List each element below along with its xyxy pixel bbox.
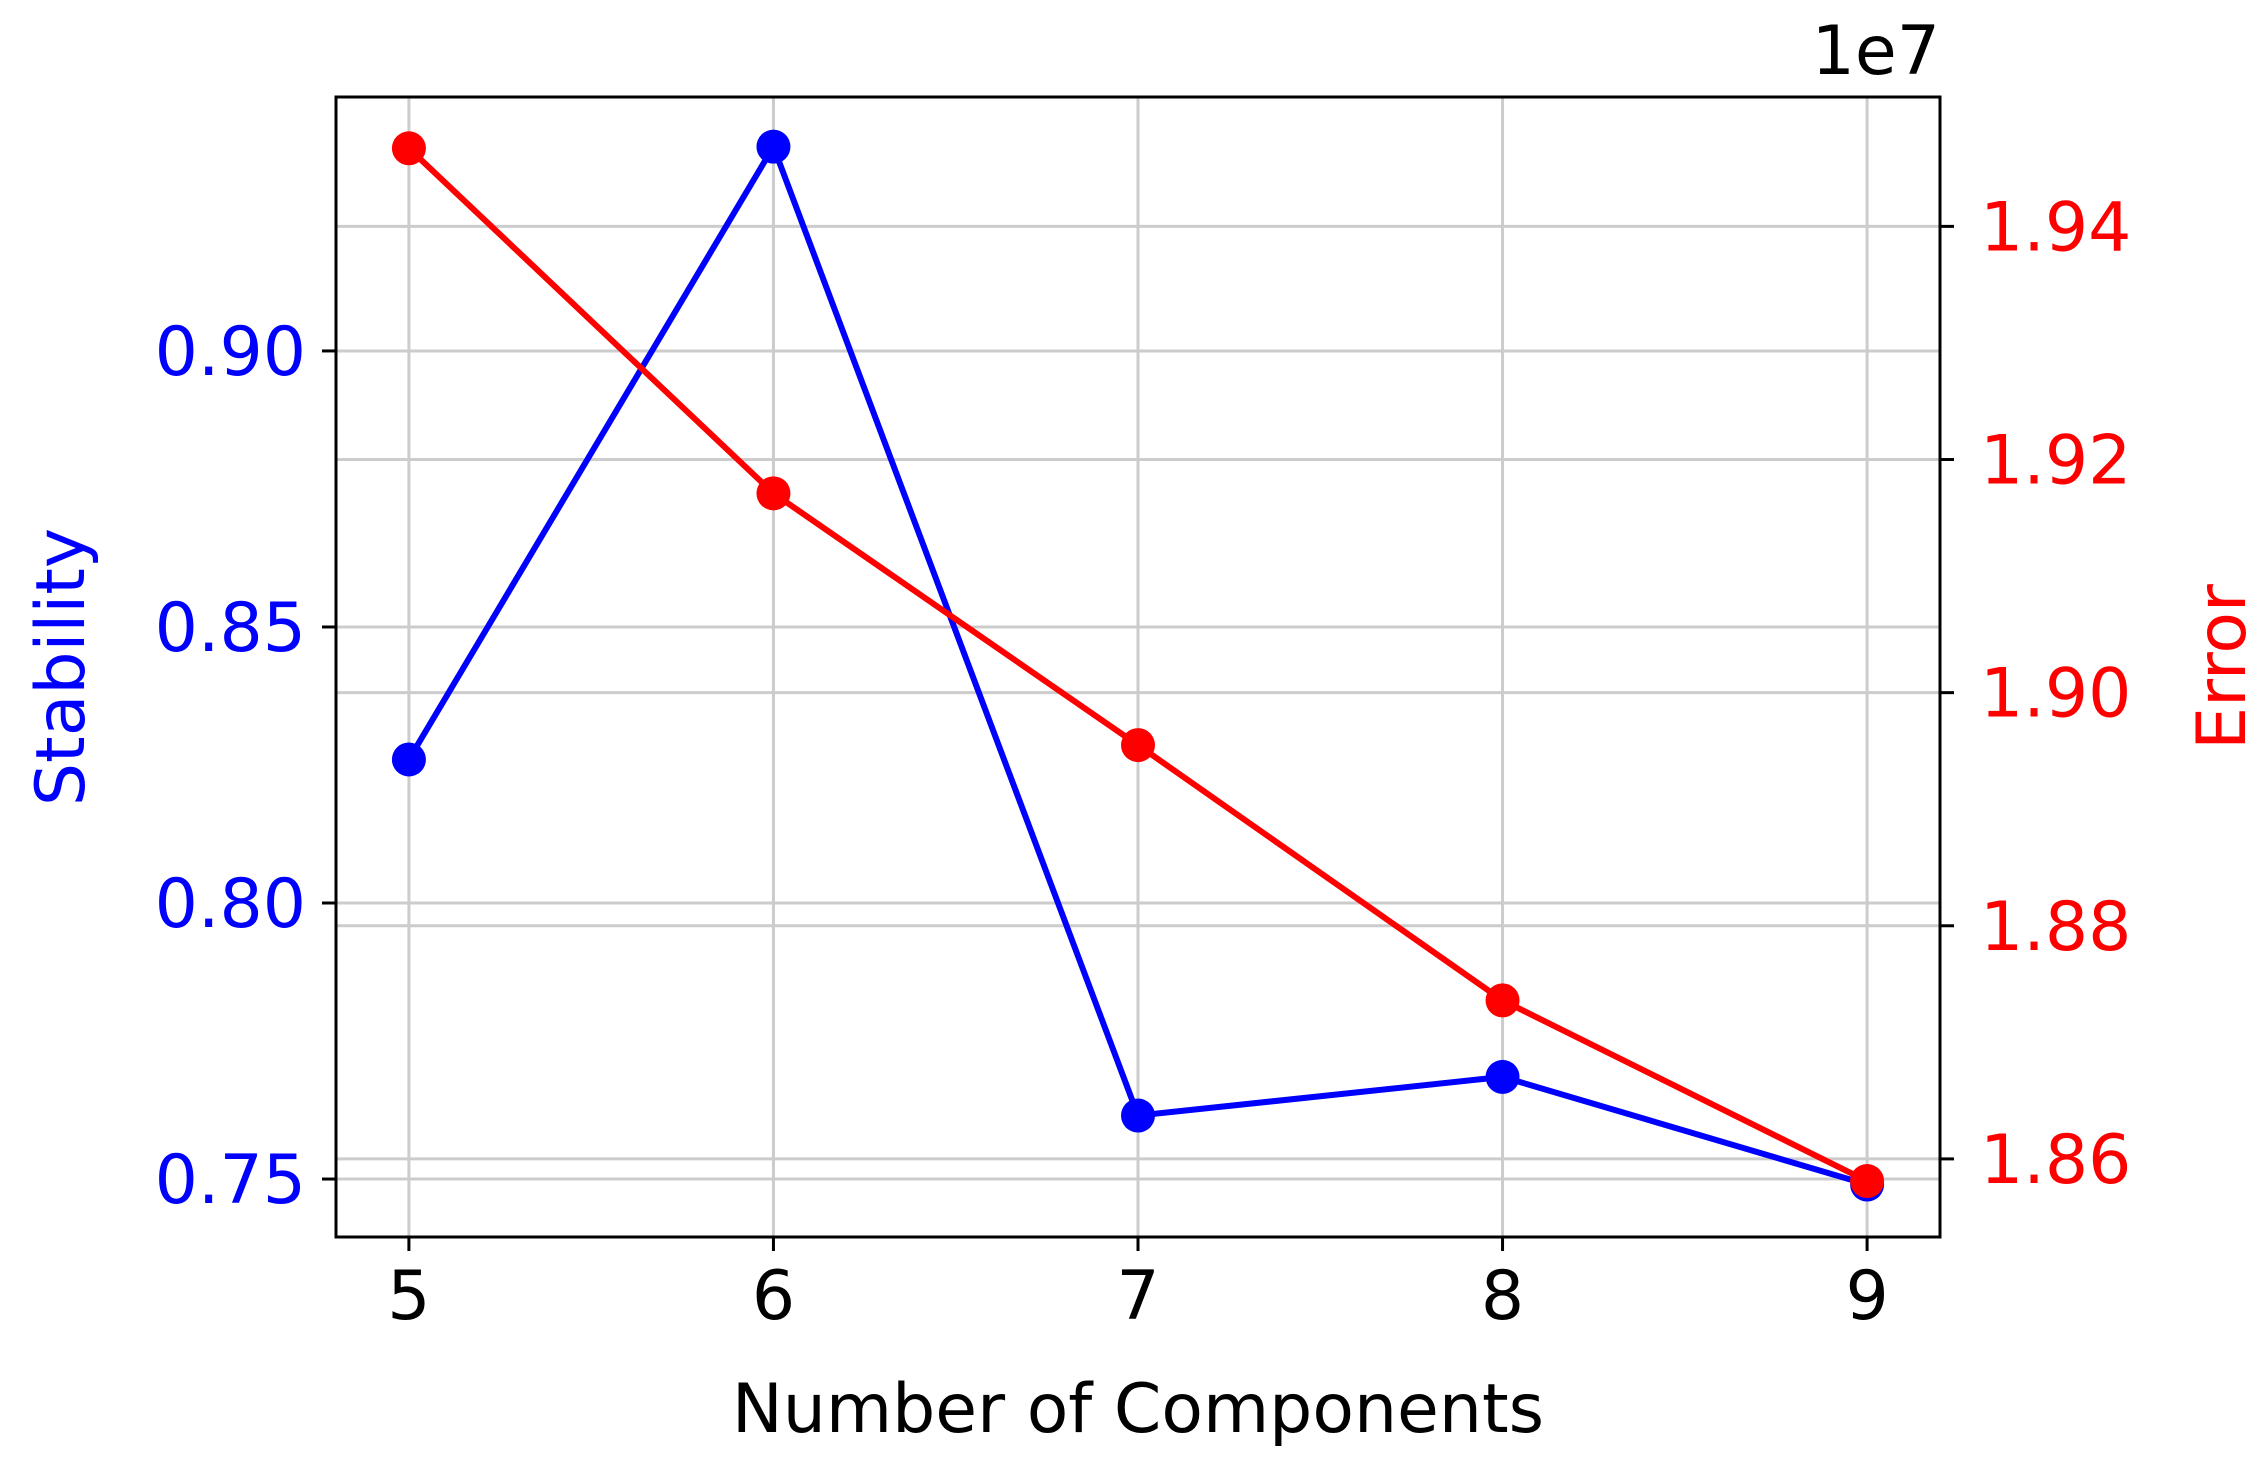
right-y-axis-ticks: 1.86 1.88 1.90 1.92 1.94 <box>1940 188 2131 1200</box>
right-y-axis-offset-text: 1e7 <box>1812 12 1940 91</box>
x-axis-label: Number of Components <box>732 1370 1544 1449</box>
x-tick-label: 6 <box>752 1257 795 1336</box>
right-y-axis-label: Error <box>2183 584 2262 750</box>
right-y-tick-label: 1.94 <box>1980 188 2131 267</box>
error-point <box>1121 728 1155 763</box>
x-tick-label: 5 <box>387 1257 430 1336</box>
right-y-tick-label: 1.88 <box>1980 888 2131 967</box>
stability-point <box>391 742 426 777</box>
error-point <box>1485 983 1520 1018</box>
stability-point <box>1485 1059 1520 1094</box>
right-y-tick-label: 1.90 <box>1980 655 2131 734</box>
right-y-tick-label: 1.86 <box>1980 1121 2131 1200</box>
x-tick-label: 8 <box>1481 1257 1524 1336</box>
error-point <box>391 131 426 166</box>
error-point <box>756 476 791 511</box>
left-y-tick-label: 0.90 <box>155 313 306 392</box>
series-layer <box>391 129 1885 1202</box>
left-y-tick-label: 0.85 <box>155 589 306 668</box>
right-y-gridlines <box>336 224 1940 1161</box>
error-point <box>1850 1164 1885 1199</box>
stability-point <box>1121 1098 1155 1133</box>
x-gridlines <box>407 97 1869 1237</box>
left-y-axis-ticks: 0.75 0.80 0.85 0.90 <box>155 313 336 1220</box>
x-axis-ticks: 5 6 7 8 9 <box>387 1237 1889 1336</box>
right-y-tick-label: 1.92 <box>1980 422 2131 501</box>
stability-point <box>756 129 791 164</box>
left-y-gridlines <box>336 349 1940 1181</box>
left-y-tick-label: 0.80 <box>155 865 306 944</box>
x-tick-label: 7 <box>1116 1257 1159 1336</box>
left-y-axis-label: Stability <box>22 528 101 806</box>
x-tick-label: 9 <box>1845 1257 1888 1336</box>
error-series <box>391 131 1885 1199</box>
left-y-tick-label: 0.75 <box>155 1141 306 1220</box>
